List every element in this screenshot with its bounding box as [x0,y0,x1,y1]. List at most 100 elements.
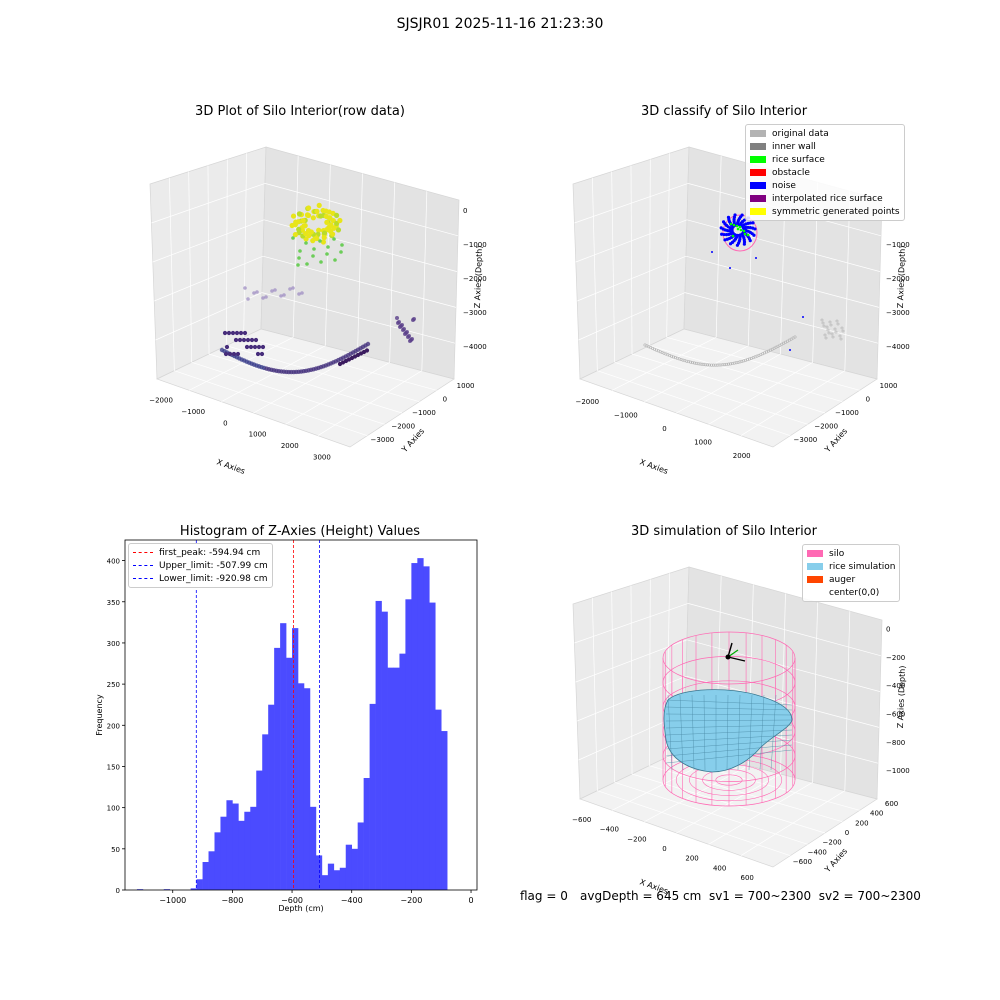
lower-limit-legend-label: Lower_limit: -920.98 cm [159,573,268,584]
wall-grid-line [262,255,457,308]
x-tick-label: −600 [572,816,591,824]
point [243,286,247,290]
point [231,351,237,357]
point [300,218,306,224]
point [325,252,329,256]
point [245,337,251,343]
y-tick-label: −1000 [412,409,436,417]
histogram-bar [429,602,436,890]
rice-surface-point [735,224,739,228]
y-tick-label: −600 [793,858,812,866]
point [261,296,265,300]
noise-point [723,238,727,242]
rice-mesh-line [665,729,793,736]
original-data-point [696,362,700,366]
original-data-point [692,361,696,365]
point [297,256,301,260]
point [291,286,295,290]
point [256,344,262,350]
inner-wall-swatch [750,143,766,150]
original-data-point [715,363,719,367]
point [246,297,250,301]
point [326,245,330,249]
original-data-point [727,362,731,366]
x-tick-label: 200 [685,855,698,863]
point [321,234,327,241]
y-tick-label: −2000 [391,423,415,431]
silo-outline [722,214,758,252]
point [238,330,244,336]
point [311,254,315,258]
wall-grid-line [611,171,616,363]
point [403,332,407,336]
original-data-point [725,362,729,366]
histogram-bar [333,870,341,890]
noise-point [727,232,731,236]
z-tick-label: −800 [886,739,905,747]
histogram-bar [387,667,394,890]
point [227,351,233,357]
original-data-point [677,357,681,361]
y-tick-label: 0 [845,829,849,837]
y-tick-label: 200 [107,722,120,730]
histogram-bar [190,888,197,890]
point [252,344,258,350]
point [224,344,230,350]
point [326,224,332,230]
histogram-bar [375,600,382,890]
y-tick-label: 1000 [880,382,898,390]
original-data-point [793,335,797,339]
y-tick-label: 400 [107,558,120,566]
rice-surface-label: rice surface [772,154,825,165]
original-data-point [840,326,844,330]
wall-grid-line [155,292,263,341]
wall-grid-line [261,292,456,344]
point [255,290,259,294]
noise-point [719,226,723,230]
y-tick-label: 200 [855,819,868,827]
wall-grid-line [152,219,265,263]
flag-status: flag = 0 [520,889,568,903]
point [273,288,277,292]
rice-mesh-line [665,713,793,716]
y-tick-label: −3000 [371,436,395,444]
original-data-point [742,359,746,363]
point [288,287,292,291]
original-data-point [711,363,715,367]
point [303,230,309,237]
classify-legend: original data inner wall rice surface ob… [745,124,905,221]
point [335,227,342,233]
point [316,202,322,208]
point [292,232,298,238]
wall-grid-line [611,591,616,783]
noise-point [740,213,744,217]
y-tick-label: 0 [116,887,120,895]
point [321,230,328,236]
noise-label: noise [772,180,796,191]
histogram-bar [303,688,311,890]
wall-grid-line [685,675,880,728]
wall-grid-line [263,219,458,272]
wall-grid-line [225,159,228,346]
noise-point [730,229,734,233]
z-tick-label: −3000 [886,309,910,317]
wall-grid-line [687,603,882,657]
x-tick-label: −400 [341,896,363,905]
histogram-bar [369,703,376,890]
original-data-point [820,318,824,322]
histogram-bar [262,734,269,890]
center-swatch [807,589,823,596]
histogram-bar [226,800,233,890]
y-tick-label: 350 [107,599,120,607]
y-tick-label: −400 [808,848,827,856]
point [319,260,323,264]
histogram-bar [393,667,400,890]
simulation-plot-title: 3D simulation of Silo Interior [631,524,817,539]
x-tick-label: 0 [468,896,473,905]
wall-grid-line [574,183,689,224]
wall-grid-line [188,171,193,363]
point [300,291,304,295]
original-data-point [706,363,710,367]
original-data-point [821,321,825,325]
x-axis-label: Depth (cm) [278,904,323,913]
